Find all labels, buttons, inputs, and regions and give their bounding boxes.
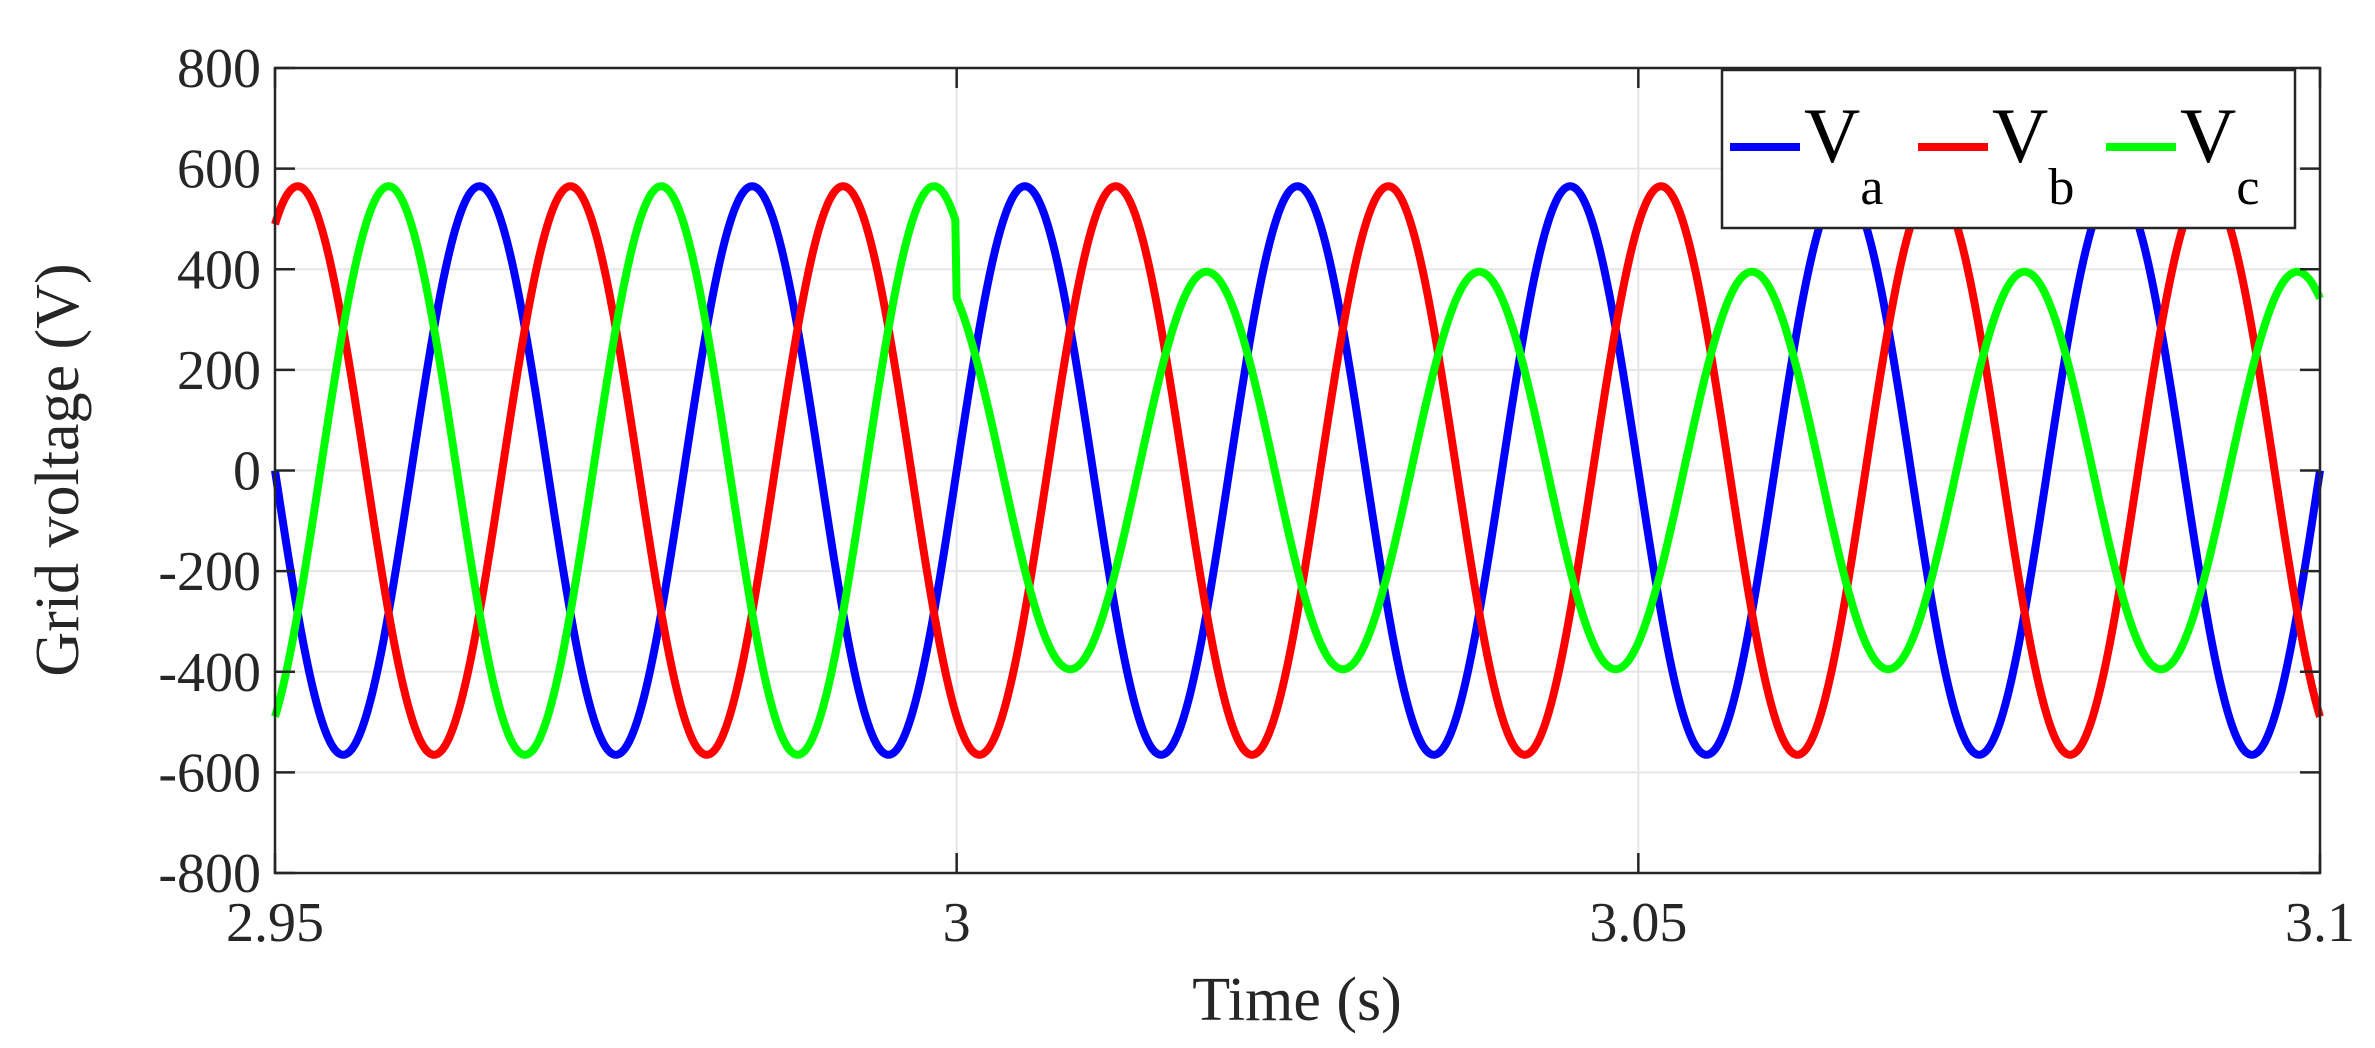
x-tick-labels: 2.95 3 3.05 3.1: [226, 892, 2355, 954]
x-axis-label: Time (s): [1192, 966, 1402, 1034]
y-tick-label: 600: [177, 139, 261, 201]
y-tick-label: 0: [233, 441, 261, 503]
y-tick-label: -800: [158, 843, 261, 905]
legend-label-vb: Vb: [1992, 92, 2074, 216]
legend: Va Vb Vc: [1720, 68, 2297, 230]
y-tick-label: 400: [177, 239, 261, 301]
y-tick-label: -400: [158, 642, 261, 704]
y-tick-label: -600: [158, 742, 261, 804]
tick-marks: [273, 66, 2322, 875]
series-group: [271, 182, 2324, 759]
x-tick-label: 2.95: [226, 892, 324, 954]
legend-label-vc: Vc: [2180, 92, 2259, 216]
y-tick-label: 200: [177, 340, 261, 402]
y-tick-label: 800: [177, 38, 261, 100]
series-line-vc: [271, 182, 2324, 759]
x-tick-label: 3.05: [1589, 892, 1687, 954]
legend-label-va: Va: [1804, 92, 1883, 216]
legend-box: [1720, 68, 2297, 230]
y-axis-label: Grid voltage (V): [24, 263, 92, 676]
x-tick-label: 3.1: [2285, 892, 2355, 954]
series-line-va: [271, 182, 2324, 759]
y-tick-labels: -800 -600 -400 -200 0 200 400 600 800: [158, 38, 261, 905]
y-tick-label: -200: [158, 541, 261, 603]
x-tick-label: 3: [943, 892, 971, 954]
